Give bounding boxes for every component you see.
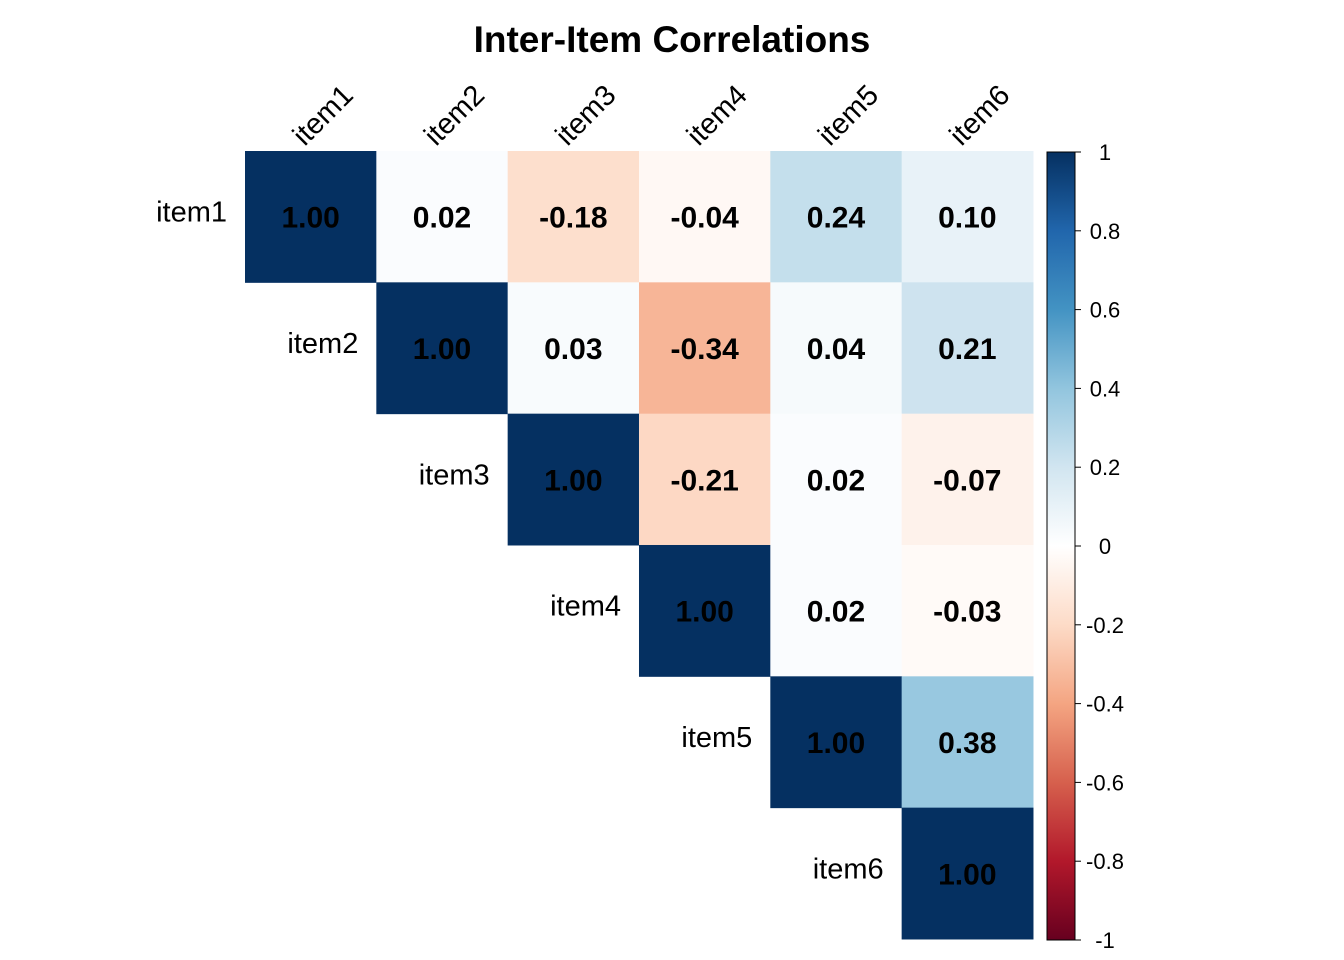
colorbar-tick-label: -0.6 <box>1086 770 1124 795</box>
row-label-item1: item1 <box>156 197 227 229</box>
row-label-item3: item3 <box>419 459 490 491</box>
colorbar-tick-label: 0.6 <box>1090 298 1121 323</box>
heatmap-cell-item2-item2 <box>376 282 509 415</box>
cell-value-item2-item2: 1.00 <box>413 333 471 366</box>
column-label-item6: item6 <box>944 79 1017 152</box>
colorbar-tick-label: 0.2 <box>1090 455 1121 480</box>
heatmap-cell-item1-item4 <box>638 151 771 283</box>
column-label-item1: item1 <box>287 79 360 152</box>
heatmap-cell-item1-item3 <box>507 151 640 283</box>
heatmap-cell-item5-item6 <box>901 676 1034 809</box>
heatmap-cell-item1-item5 <box>770 151 903 283</box>
cell-value-item3-item4: -0.21 <box>670 464 738 497</box>
heatmap-cell-item2-item6 <box>901 282 1034 415</box>
cell-value-item2-item4: -0.34 <box>670 333 739 366</box>
cell-value-item1-item4: -0.04 <box>670 202 739 235</box>
heatmap-cell-item2-item4 <box>638 282 771 415</box>
cell-value-item1-item1: 1.00 <box>281 202 339 235</box>
column-label-item2: item2 <box>418 79 491 152</box>
cell-value-item4-item6: -0.03 <box>933 596 1001 629</box>
cell-value-item2-item3: 0.03 <box>544 333 602 366</box>
cell-value-item6-item6: 1.00 <box>938 858 996 891</box>
cell-value-item3-item3: 1.00 <box>544 464 602 497</box>
column-label-item5: item5 <box>812 79 885 152</box>
colorbar-tick-label: 0.4 <box>1090 376 1121 401</box>
cell-value-item4-item5: 0.02 <box>807 596 865 629</box>
cell-value-item2-item5: 0.04 <box>807 333 866 366</box>
heatmap-cell-item1-item6 <box>901 151 1034 283</box>
cell-value-item1-item5: 0.24 <box>807 202 866 235</box>
colorbar-tick-label: 1 <box>1099 140 1111 165</box>
column-label-item3: item3 <box>550 79 623 152</box>
colorbar: 1 0.8 0.6 0.4 0.2 0 -0.2 -0.4 -0.6 -0.8 -1 <box>1046 140 1124 953</box>
cell-value-item5-item6: 0.38 <box>938 727 996 760</box>
cell-value-item1-item3: -0.18 <box>539 202 607 235</box>
heatmap-cell-item4-item5 <box>770 544 903 677</box>
heatmap-cell-item3-item5 <box>770 413 903 546</box>
heatmap-cell-item3-item4 <box>638 413 771 546</box>
colorbar-tick-label: -1 <box>1095 928 1115 953</box>
chart-title: Inter-Item Correlations <box>474 19 871 60</box>
row-label-item4: item4 <box>550 591 621 623</box>
heatmap-cell-item2-item5 <box>770 282 903 415</box>
colorbar-tick-label: 0.8 <box>1090 219 1121 244</box>
cell-value-item3-item6: -0.07 <box>933 464 1001 497</box>
cell-value-item1-item2: 0.02 <box>413 202 471 235</box>
heatmap-cell-item4-item4 <box>638 544 771 677</box>
cell-value-item4-item4: 1.00 <box>675 596 733 629</box>
heatmap-cell-item2-item3 <box>507 282 640 415</box>
cell-value-item2-item6: 0.21 <box>938 333 996 366</box>
cell-value-item1-item6: 0.10 <box>938 202 996 235</box>
heatmap-cells: 1.00 0.02 -0.18 -0.04 0.24 0.10 1.00 0.03 -0.34 0… <box>245 151 1034 940</box>
heatmap-cell-item3-item6 <box>901 413 1034 546</box>
heatmap-cell-item1-item2 <box>376 151 509 283</box>
heatmap-cell-item5-item5 <box>770 676 903 809</box>
colorbar-tick-label: 0 <box>1099 534 1111 559</box>
cell-value-item5-item5: 1.00 <box>807 727 865 760</box>
heatmap-cell-item3-item3 <box>507 413 640 546</box>
row-labels: item1 item2 item3 item4 item5 item6 <box>156 197 884 886</box>
heatmap-cell-item4-item6 <box>901 544 1034 677</box>
colorbar-tick-label: -0.8 <box>1086 849 1124 874</box>
colorbar-tick-label: -0.2 <box>1086 613 1124 638</box>
column-labels: item1 item2 item3 item4 item5 item6 <box>287 79 1016 152</box>
colorbar-tick-label: -0.4 <box>1086 692 1124 717</box>
colorbar-gradient <box>1046 151 1076 941</box>
row-label-item5: item5 <box>681 722 752 754</box>
cell-value-item3-item5: 0.02 <box>807 464 865 497</box>
heatmap-cell-item1-item1 <box>245 151 377 283</box>
row-label-item2: item2 <box>287 328 358 360</box>
heatmap-cell-item6-item6 <box>901 807 1034 940</box>
column-label-item4: item4 <box>681 79 754 152</box>
row-label-item6: item6 <box>813 853 884 885</box>
